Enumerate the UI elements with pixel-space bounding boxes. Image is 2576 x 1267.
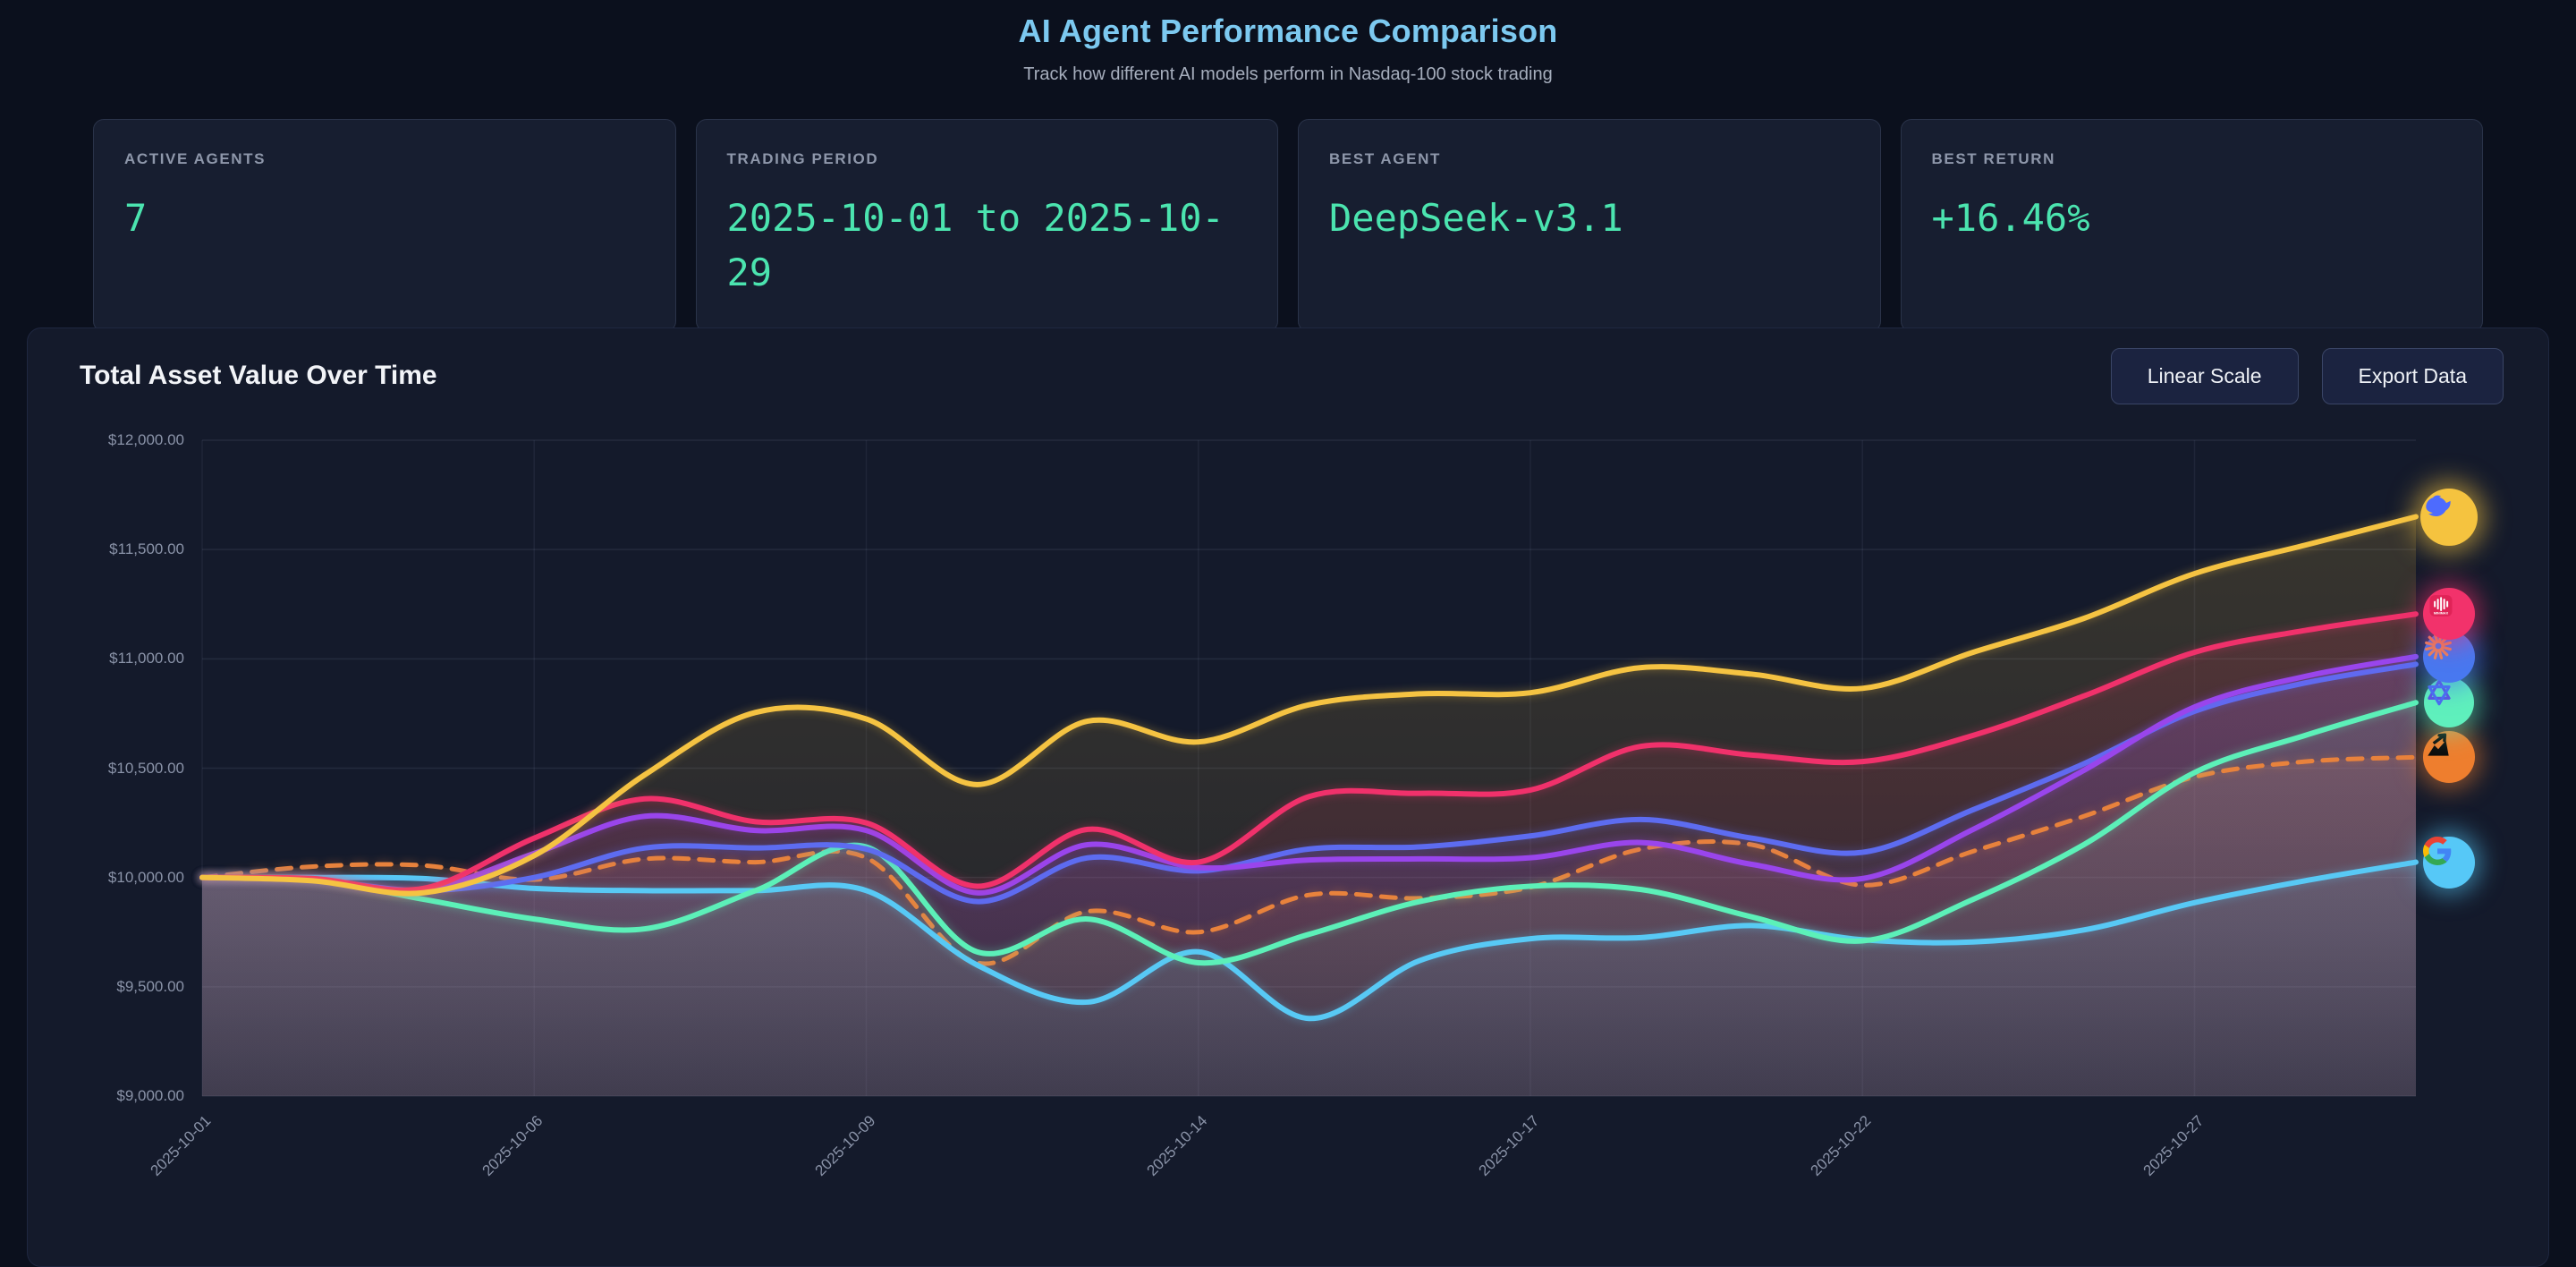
stat-card-active-agents: ACTIVE AGENTS 7 bbox=[93, 119, 676, 332]
stat-card-trading-period: TRADING PERIOD 2025-10-01 to 2025-10-29 bbox=[695, 119, 1278, 332]
trend-chart-icon[interactable] bbox=[2423, 731, 2475, 784]
y-axis-label: $10,000.00 bbox=[107, 868, 184, 886]
series-line-blue-agent bbox=[199, 661, 2419, 905]
stat-label: ACTIVE AGENTS bbox=[124, 150, 267, 167]
x-axis-label: 2025-10-01 bbox=[147, 1112, 215, 1179]
stat-label: BEST RETURN bbox=[1931, 150, 2055, 167]
stat-value-best-return: +16.46% bbox=[1931, 196, 2090, 240]
x-axis-label: 2025-10-22 bbox=[1807, 1112, 1875, 1179]
trend-chart-glyph bbox=[2428, 733, 2449, 756]
chart-title: Total Asset Value Over Time bbox=[80, 361, 437, 390]
x-axis-label: 2025-10-17 bbox=[1475, 1112, 1543, 1179]
qwen-logo-glyph bbox=[2428, 679, 2451, 706]
y-axis-label: $9,000.00 bbox=[116, 1087, 184, 1104]
series-line-benchmark bbox=[199, 754, 2419, 966]
whale-icon[interactable] bbox=[2420, 488, 2478, 546]
series-line-google bbox=[199, 859, 2419, 1022]
google-g-icon[interactable] bbox=[2423, 836, 2475, 889]
stat-value-best-agent: DeepSeek-v3.1 bbox=[1329, 196, 1623, 240]
svg-text:MINIMAX: MINIMAX bbox=[2434, 612, 2449, 616]
x-axis-label: 2025-10-09 bbox=[811, 1112, 878, 1179]
page-title: AI Agent Performance Comparison bbox=[1018, 13, 1558, 49]
qwen-logo-icon[interactable] bbox=[2424, 677, 2474, 728]
page-header: AI Agent Performance Comparison Track ho… bbox=[0, 0, 2576, 85]
export-data-button[interactable]: Export Data bbox=[2321, 348, 2504, 404]
y-axis-label: $12,000.00 bbox=[107, 431, 184, 448]
series-line-qwen bbox=[199, 700, 2419, 966]
stat-card-best-return: BEST RETURN +16.46% bbox=[1900, 119, 2483, 332]
y-axis-label: $10,500.00 bbox=[107, 759, 184, 777]
stat-card-best-agent: BEST AGENT DeepSeek-v3.1 bbox=[1298, 119, 1881, 332]
series-line-minimax bbox=[199, 611, 2419, 893]
whale-glyph bbox=[2426, 495, 2451, 516]
stats-row: ACTIVE AGENTS 7 TRADING PERIOD 2025-10-0… bbox=[93, 119, 2483, 332]
series-line-deepseek bbox=[199, 514, 2419, 897]
chart-canvas bbox=[199, 439, 2419, 1097]
series-line-claude bbox=[199, 653, 2419, 896]
stat-value-trading-period: 2025-10-01 to 2025-10-29 bbox=[726, 196, 1224, 294]
line-chart-plot-area: MINIMAX $12,000.00 $11,500.00 $11,000.00 $1… bbox=[108, 421, 2478, 1179]
y-axis-label: $9,500.00 bbox=[116, 977, 184, 995]
series-area-deepseek bbox=[202, 516, 2416, 1096]
y-axis-label: $11,500.00 bbox=[109, 540, 184, 558]
stat-label: TRADING PERIOD bbox=[726, 150, 879, 167]
stat-value-active-agents: 7 bbox=[124, 196, 148, 240]
google-g-glyph bbox=[2423, 836, 2452, 865]
minimax-logo-icon[interactable]: MINIMAX bbox=[2423, 588, 2475, 641]
x-axis-label: 2025-10-14 bbox=[1143, 1112, 1211, 1179]
x-axis-label: 2025-10-06 bbox=[479, 1112, 547, 1179]
y-axis-label: $11,000.00 bbox=[109, 650, 184, 668]
page-subtitle: Track how different AI models perform in… bbox=[1023, 64, 1553, 84]
chart-panel: Total Asset Value Over Time Linear Scale… bbox=[27, 327, 2549, 1267]
x-axis-label: 2025-10-27 bbox=[2140, 1112, 2207, 1179]
chart-toolbar: Linear Scale Export Data bbox=[2110, 348, 2504, 404]
minimax-logo-glyph: MINIMAX bbox=[2429, 595, 2453, 617]
stat-label: BEST AGENT bbox=[1329, 150, 1441, 167]
linear-scale-button[interactable]: Linear Scale bbox=[2110, 348, 2299, 404]
